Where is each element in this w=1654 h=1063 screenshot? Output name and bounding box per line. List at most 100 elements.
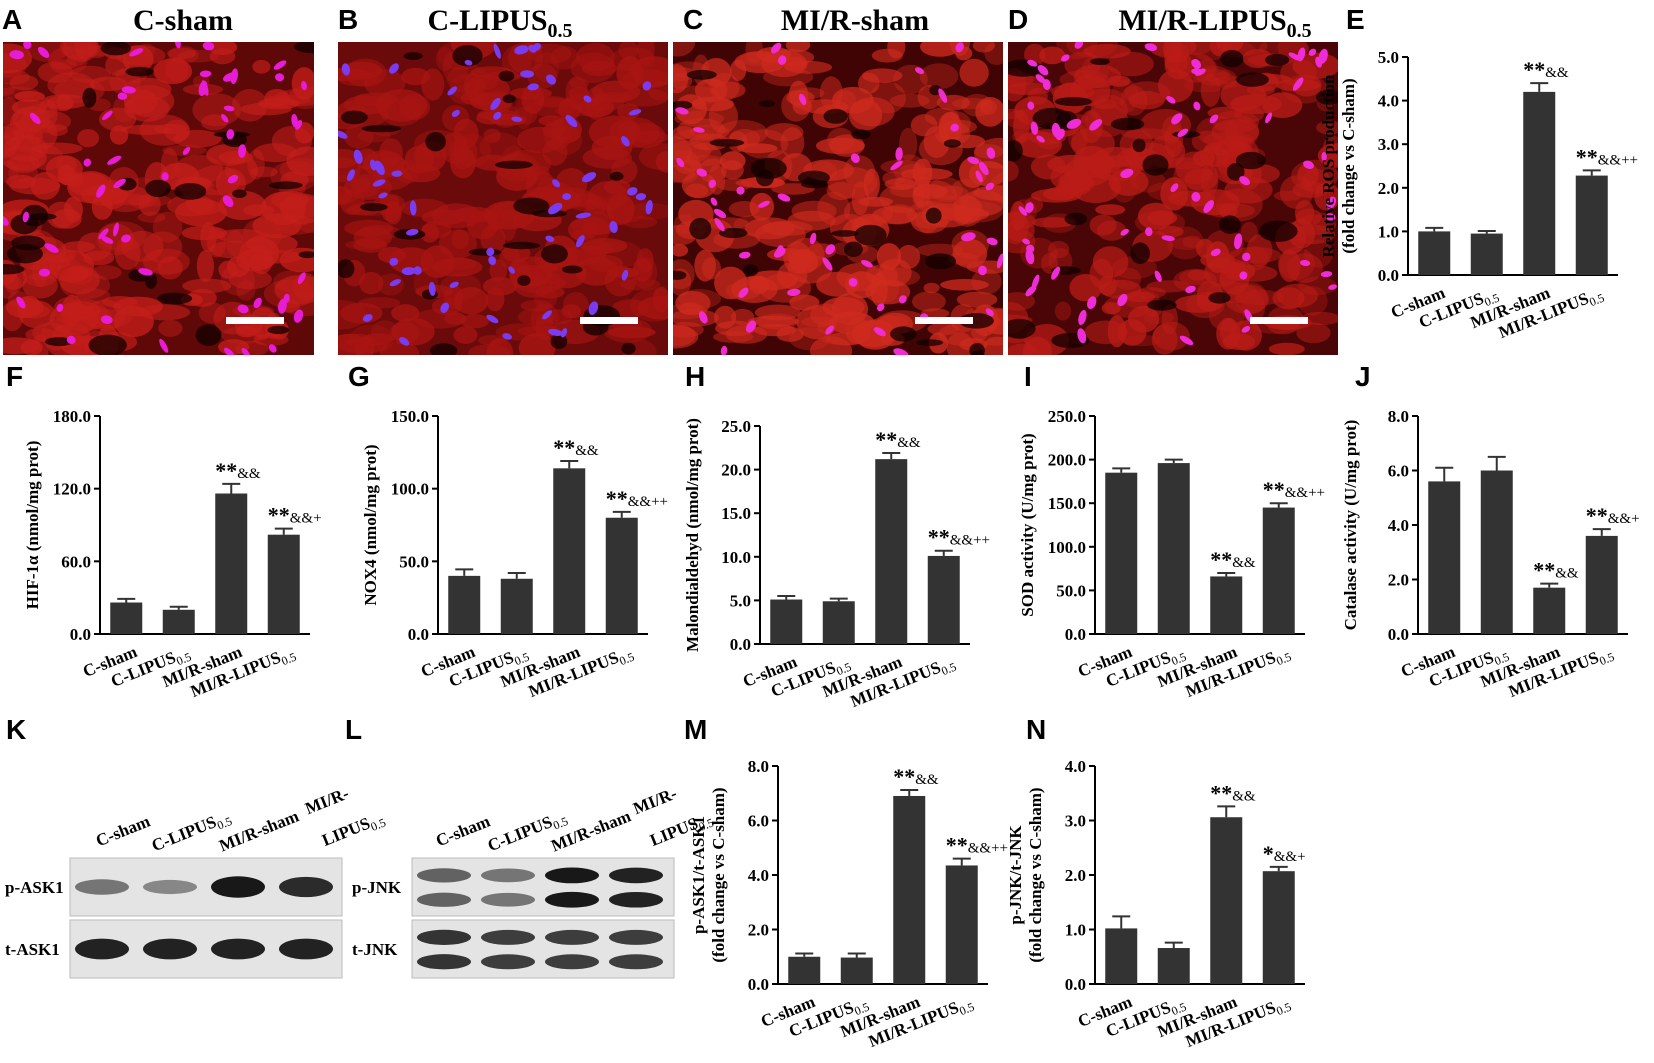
y-tick-label: 10.0 [721, 548, 751, 567]
significance-marks: &&+ [1608, 511, 1640, 527]
tissue-fiber [959, 58, 989, 87]
tissue-fiber [1014, 131, 1062, 158]
tissue-gap [3, 264, 25, 275]
tissue-gap [1008, 318, 1036, 339]
tissue-fiber [520, 300, 553, 312]
significance-stars: ** [268, 503, 290, 528]
tissue-fiber [734, 51, 787, 74]
tissue-fiber [1205, 241, 1230, 273]
y-axis-label: SOD activity (U/mg prot) [1018, 433, 1037, 616]
tissue-fiber [1278, 249, 1301, 283]
nucleus [708, 179, 717, 188]
significance-label: **&&++ [1576, 144, 1638, 169]
nucleus [277, 298, 287, 314]
tissue-gap [498, 70, 515, 82]
bar [162, 609, 195, 634]
nucleus [389, 257, 399, 266]
micrograph-title-text: MI/R-sham [780, 4, 930, 37]
tissue-fiber [1164, 50, 1193, 80]
tissue-fiber [1167, 226, 1204, 260]
tissue-fiber [632, 256, 658, 289]
tissue-fiber [744, 217, 795, 240]
bar [893, 795, 926, 984]
bar [1418, 231, 1451, 275]
tissue-fiber [123, 95, 170, 122]
tissue-fiber [694, 249, 716, 282]
tissue-fiber [91, 194, 113, 220]
tissue-fiber [547, 187, 595, 208]
nucleus [253, 297, 262, 309]
nucleus [121, 86, 136, 94]
nucleus [447, 86, 457, 96]
significance-stars: ** [1523, 57, 1545, 82]
bar [605, 517, 638, 634]
blot-band [545, 891, 599, 908]
tissue-fiber [90, 265, 122, 280]
bar [215, 493, 248, 634]
nucleus [1321, 152, 1327, 162]
significance-label: **&&++ [928, 525, 990, 550]
nucleus [1120, 168, 1134, 179]
tissue-fiber [1008, 161, 1019, 182]
tissue-fiber [607, 326, 656, 339]
nucleus [778, 55, 787, 65]
significance-stars: ** [1576, 144, 1598, 169]
nucleus [777, 193, 791, 202]
nucleus [986, 147, 996, 159]
nucleus [738, 287, 749, 298]
bar [267, 534, 300, 634]
nucleus [451, 109, 460, 117]
nucleus [1241, 326, 1251, 333]
nucleus [621, 136, 630, 147]
significance-stars: * [1263, 841, 1274, 866]
nucleus [413, 266, 422, 275]
nucleus [1018, 206, 1028, 216]
significance-label: **&&++ [1263, 477, 1325, 502]
nucleus [895, 147, 903, 161]
nucleus [809, 232, 817, 245]
panel-label-k: K [6, 714, 27, 745]
tissue-fiber [1205, 202, 1255, 219]
lane-label: C-sham [433, 811, 493, 850]
tissue-gap [340, 110, 368, 125]
tissue-fiber [565, 76, 588, 110]
bar [1157, 948, 1190, 984]
nucleus [1086, 296, 1097, 310]
tissue-fiber [1191, 189, 1240, 216]
y-tick-label: 0.0 [1378, 266, 1399, 285]
tissue-fiber [1059, 171, 1093, 193]
nucleus [787, 288, 801, 297]
significance-label: **&& [1523, 57, 1569, 82]
tissue-fiber [675, 291, 711, 316]
bar [1480, 470, 1513, 634]
tissue-fiber [460, 314, 490, 329]
tissue-fiber [440, 273, 482, 301]
nucleus [548, 202, 563, 215]
tissue-fiber [1176, 42, 1213, 55]
blot-band [609, 867, 663, 884]
significance-marks: &&+ [290, 511, 322, 527]
nucleus [224, 347, 235, 355]
nucleus [938, 88, 948, 103]
tissue-fiber [353, 237, 388, 253]
tissue-fiber [1146, 280, 1191, 293]
tissue-fiber [865, 264, 898, 286]
y-tick-label: 180.0 [53, 407, 91, 426]
nucleus [1154, 270, 1162, 282]
nucleus [873, 327, 886, 337]
blot-band [143, 879, 197, 895]
lane-label: LIPUS0.5 [647, 808, 716, 853]
micrograph-a [3, 42, 314, 355]
tissue-gap [1064, 212, 1088, 226]
tissue-fiber [1085, 88, 1126, 110]
scale-bar [580, 317, 638, 324]
tissue-gaps [3, 42, 314, 355]
tissue-fiber [1215, 188, 1263, 222]
blot-band [609, 954, 663, 970]
nucleus [486, 314, 499, 324]
nucleus [508, 266, 515, 274]
tissue-gap [1226, 163, 1245, 181]
nucleus [1120, 228, 1129, 236]
